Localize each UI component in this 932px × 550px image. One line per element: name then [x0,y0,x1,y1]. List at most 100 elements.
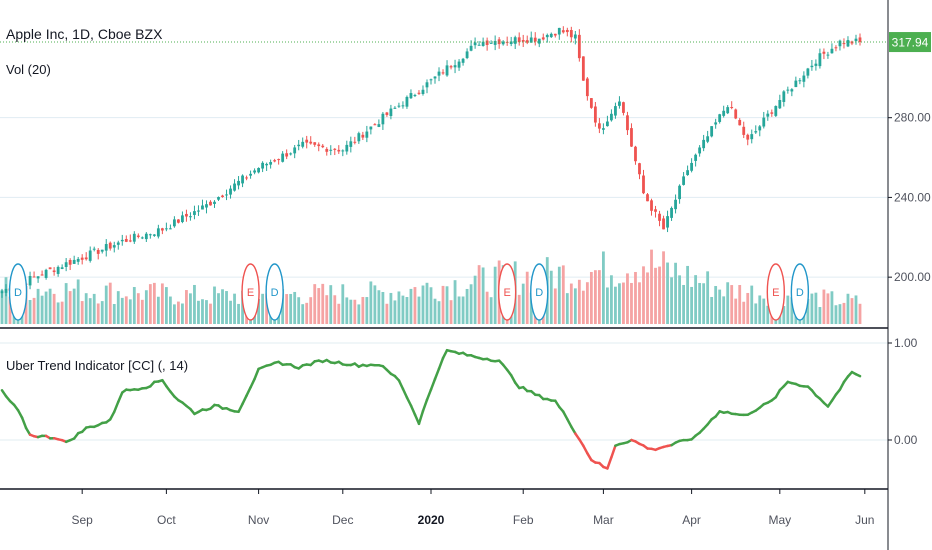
price-candles [0,26,862,298]
volume-bar [585,282,589,324]
volume-bar [738,285,742,324]
earnings-marker[interactable]: E [241,263,260,321]
candle-body [197,210,200,212]
volume-bar [614,286,617,324]
volume-bar [726,282,730,324]
candle-body [734,109,738,119]
dividend-marker[interactable]: D [265,263,284,321]
candle-body [481,41,485,46]
volume-bar [838,304,842,324]
price-axis[interactable]: 280.00 240.00 200.00 317.94 [888,32,931,284]
volume-bar [321,283,325,324]
indicator-segment [409,404,417,416]
volume-bar [333,295,337,324]
candle-body [181,215,184,223]
indicator-legend[interactable]: Uber Trend Indicator [CC] (, 14) [6,358,189,373]
volume-bar [301,304,305,324]
candle-body [818,53,822,67]
candle-body [337,149,341,152]
event-label: D [14,287,22,299]
earnings-marker[interactable]: E [766,263,786,321]
event-bubble [497,263,517,321]
volume-bar [120,297,124,324]
last-price-tag[interactable]: 317.94 [889,32,931,53]
candle-body [313,142,317,145]
volume-bar [846,293,850,324]
volume-bar [461,296,465,324]
volume-bar [622,282,625,324]
event-label: E [504,287,511,299]
volume-bar [201,299,204,324]
volume-bar [690,286,694,324]
candle-body [545,34,549,38]
candle-body [4,288,8,293]
candle-body [128,240,132,242]
candle-body [842,43,846,45]
candle-body [497,39,501,45]
candle-body [80,257,84,260]
candle-body [309,141,313,144]
indicator-segment [610,444,617,459]
candle-body [32,276,36,278]
candle-body [261,162,265,169]
indicator-segment [441,348,449,360]
candle-body [698,147,702,154]
volume-bar [116,291,120,324]
candle-body [249,173,252,176]
volume-bar [261,293,265,324]
candle-body [104,244,108,251]
volume-bar [433,298,437,324]
candle-body [156,228,160,237]
dividend-marker[interactable]: D [8,263,28,321]
candle-body [638,163,641,175]
volume-bar [225,291,228,324]
candle-body [738,119,742,126]
time-axis[interactable]: Sep Oct Nov Dec 2020 Feb Mar Apr May Jun [72,489,875,527]
indicator-segment [838,380,846,391]
volume-bar [573,288,577,324]
volume-bar [517,294,521,324]
volume-bar [409,288,413,324]
volume-bar [553,288,557,324]
symbol-legend[interactable]: Apple Inc, 1D, Cboe BZX [6,26,163,42]
volume-bar [682,284,685,324]
dividend-marker[interactable]: D [530,263,549,321]
volume-bar [373,285,377,324]
candle-body [389,108,393,117]
candle-body [317,144,321,147]
indicator-segment [109,410,116,421]
indicator-segment [774,388,782,399]
candle-body [148,234,152,236]
volume-bar [698,282,702,324]
indicator-segment [24,426,32,436]
indicator-segment [570,425,577,435]
candle-body [152,234,156,236]
volume-bar [706,271,710,324]
candle-body [325,148,329,152]
volume-bar [88,298,92,324]
indicator-axis[interactable]: 1.00 0.00 [888,336,918,447]
candle-body [144,233,148,240]
volume-bar [32,297,36,324]
volume-bar [160,283,164,324]
volume-bar [746,292,750,324]
candle-body [164,228,168,230]
volume-legend[interactable]: Vol (20) [6,62,51,77]
event-bubble [530,263,549,321]
candle-body [634,146,637,162]
volume-bar [413,287,417,324]
candle-body [177,219,180,223]
dividend-marker[interactable]: D [790,263,810,321]
candle-body [525,40,529,43]
volume-bar [666,262,669,324]
volume-bar [337,303,341,324]
candle-body [457,61,461,68]
indicator-segment [20,416,28,430]
event-bubble [241,263,260,321]
indicator-segment [253,367,260,381]
volume-bar [92,293,96,324]
earnings-marker[interactable]: E [497,263,517,321]
candle-body [666,216,669,228]
candle-body [770,112,774,114]
